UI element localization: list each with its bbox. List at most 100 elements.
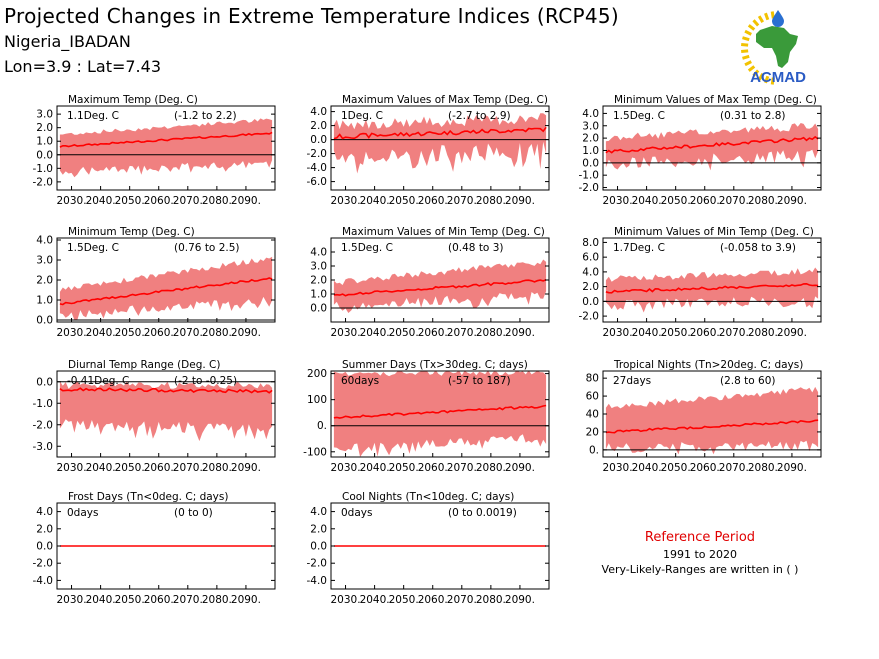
panel-change-value: 1.5Deg. C (613, 110, 665, 122)
panel-title: Summer Days (Tx>30deg. C; days) (342, 359, 528, 371)
panel-likely-range: (0 to 0.0019) (448, 507, 517, 519)
y-tick-label: 40 (586, 409, 599, 421)
y-tick-label: 0.0 (310, 303, 327, 315)
logo-text: ACMAD (750, 69, 806, 86)
x-tick-label: 2030. (603, 195, 633, 207)
panel-likely-range: (-1.2 to 2.2) (174, 110, 237, 122)
mean-line (333, 279, 547, 297)
x-tick-label: 2040. (86, 195, 116, 207)
sun-ray (742, 36, 750, 42)
y-tick-label: 100 (307, 394, 327, 406)
y-tick-label: 0.0 (310, 541, 327, 553)
sun-ray (752, 19, 760, 27)
chart-panel: Tropical Nights (Tn>20deg. C; days) 27day… (586, 359, 822, 474)
x-tick-label: 2050. (115, 195, 145, 207)
mean-line (59, 277, 273, 306)
x-tick-label: 2050. (115, 594, 145, 606)
range-band (333, 259, 547, 313)
y-tick-label: 2.0 (582, 281, 599, 293)
mean-line (605, 419, 819, 434)
x-tick-label: 2060. (144, 195, 174, 207)
chart-panel: Frost Days (Tn<0deg. C; days) 0days (0 to … (33, 491, 276, 606)
plot-frame (602, 237, 822, 323)
y-tick-label: -4.0 (307, 575, 328, 587)
panel-change-value: 1.7Deg. C (613, 242, 665, 254)
reference-period-title: Reference Period (644, 530, 756, 545)
sun-ray (744, 60, 752, 67)
panel-likely-range: (0.31 to 2.8) (720, 110, 786, 122)
y-tick-label: -1.0 (33, 398, 54, 410)
y-tick-label: 1.0 (36, 136, 53, 148)
panel-change-value: 1.5Deg. C (341, 242, 393, 254)
x-tick-label: 2070. (173, 327, 203, 339)
chart-panel: Maximum Values of Min Temp (Deg. C) 1.5De… (310, 226, 550, 339)
africa-shape (756, 26, 798, 68)
panel-change-value: -0.41Deg. C (67, 375, 129, 387)
x-tick-label: 2070. (173, 195, 203, 207)
range-band (59, 256, 273, 321)
x-tick-label: 2070. (719, 462, 749, 474)
panel-likely-range: (-2.7 to 2.9) (448, 110, 511, 122)
plot-frame (56, 105, 276, 191)
x-tick-label: 2060. (418, 327, 448, 339)
x-tick-label: 2060. (418, 594, 448, 606)
x-tick-label: 2040. (360, 594, 390, 606)
y-tick-label: 0.0 (36, 315, 53, 327)
sun-ray (764, 75, 770, 84)
sun-ray (744, 29, 752, 36)
x-tick-label: 2080. (476, 462, 506, 474)
panel-likely-range: (-57 to 187) (448, 375, 511, 387)
sun-ray (757, 15, 765, 23)
x-tick-label: 2030. (331, 327, 361, 339)
plot-frame (330, 105, 550, 191)
x-tick-label: 2070. (719, 327, 749, 339)
y-tick-label: 0.0 (582, 296, 599, 308)
x-tick-label: 2070. (447, 594, 477, 606)
page-title: Projected Changes in Extreme Temperature… (4, 4, 620, 28)
x-tick-label: 2090. (231, 462, 261, 474)
x-tick-label: 2090. (777, 327, 807, 339)
y-tick-label: -2.0 (307, 558, 328, 570)
acmad-logo: ACMAD (738, 8, 818, 86)
x-tick-label: 2040. (360, 462, 390, 474)
x-tick-label: 2080. (476, 327, 506, 339)
x-tick-label: 2070. (173, 462, 203, 474)
chart-panel: Summer Days (Tx>30deg. C; days) 60days (-5… (303, 359, 550, 474)
plot-frame (56, 370, 276, 458)
y-tick-label: -2.0 (33, 558, 54, 570)
x-tick-label: 2090. (231, 327, 261, 339)
coordinates-label: Lon=3.9 : Lat=7.43 (4, 57, 161, 76)
water-drop-icon (772, 10, 784, 27)
panel-change-value: 0days (67, 507, 98, 519)
x-tick-label: 2080. (202, 195, 232, 207)
y-tick-label: 4.0 (310, 247, 327, 259)
mean-line (59, 387, 273, 394)
mean-line (605, 282, 819, 294)
y-tick-label: 1.0 (36, 295, 53, 307)
panel-title: Frost Days (Tn<0deg. C; days) (68, 491, 228, 503)
x-tick-label: 2030. (57, 594, 87, 606)
y-tick-label: 2.0 (36, 122, 53, 134)
y-tick-label: 3.0 (36, 109, 53, 121)
location-label: Nigeria_IBADAN (4, 32, 131, 51)
x-tick-label: 2030. (331, 462, 361, 474)
y-tick-label: 80 (586, 373, 599, 385)
y-tick-label: 2.0 (36, 275, 53, 287)
sun-ray (757, 73, 765, 81)
x-tick-label: 2060. (144, 462, 174, 474)
chart-panel: Diurnal Temp Range (Deg. C) -0.41Deg. C (-… (33, 359, 276, 474)
x-tick-label: 2060. (690, 462, 720, 474)
panel-change-value: 1.1Deg. C (67, 110, 119, 122)
x-tick-label: 2040. (632, 195, 662, 207)
panel-title: Maximum Values of Min Temp (Deg. C) (342, 226, 545, 238)
x-tick-label: 2060. (144, 327, 174, 339)
y-tick-label: 1.0 (582, 145, 599, 157)
y-tick-label: 2.0 (310, 523, 327, 535)
range-band (605, 123, 819, 171)
x-tick-label: 2060. (418, 462, 448, 474)
y-tick-label: 1.0 (310, 289, 327, 301)
x-tick-label: 2030. (331, 195, 361, 207)
panel-title: Cool Nights (Tn<10deg. C; days) (342, 491, 514, 503)
x-tick-label: 2050. (661, 195, 691, 207)
y-tick-label: 60 (586, 391, 599, 403)
